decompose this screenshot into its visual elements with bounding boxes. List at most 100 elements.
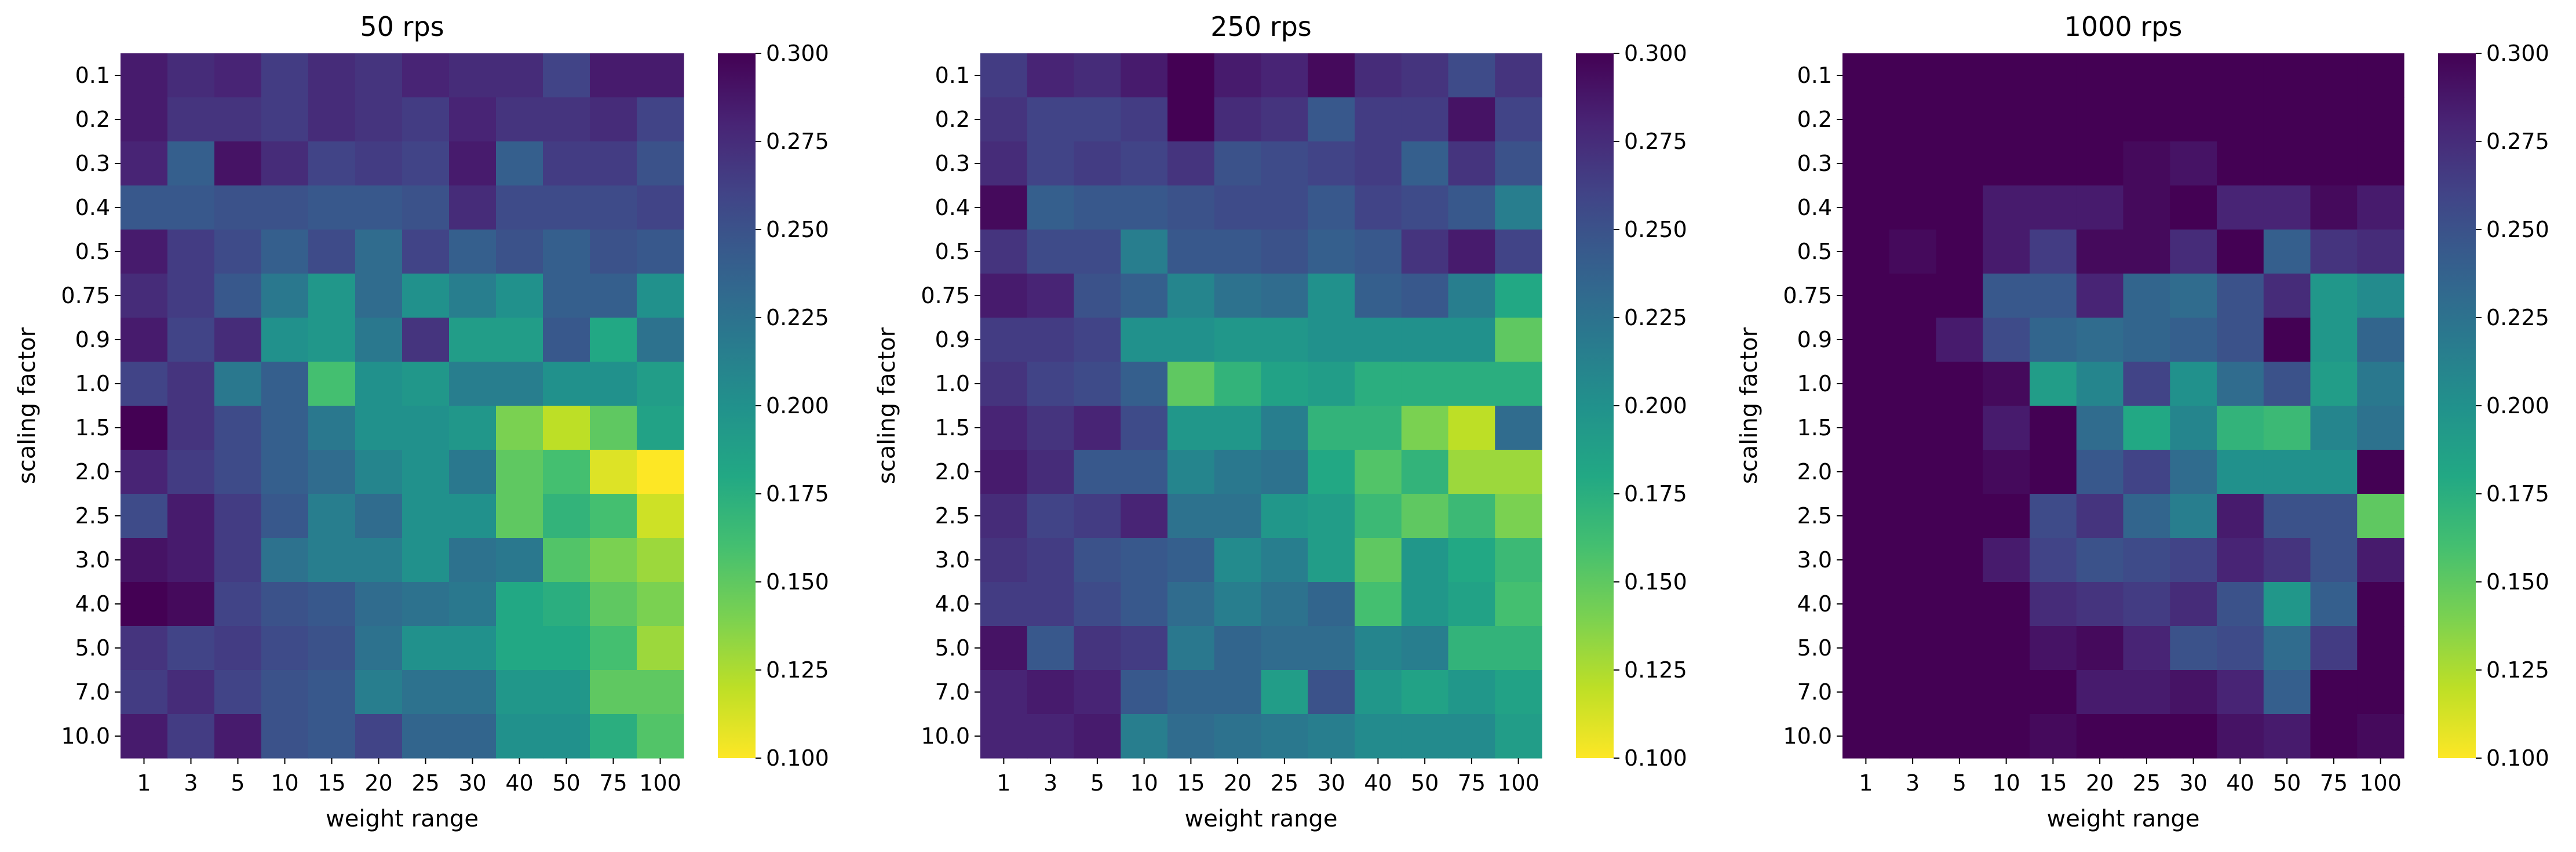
heatmap-cell (1448, 582, 1495, 627)
heatmap-cell (1214, 97, 1262, 142)
heatmap-cell (449, 141, 497, 186)
heatmap-cell (1355, 185, 1402, 230)
heatmap-cell (1167, 626, 1215, 671)
heatmap-cell (2310, 450, 2358, 494)
heatmap-cell (2123, 582, 2170, 627)
heatmap-cell (1261, 406, 1308, 450)
x-tick-label: 30 (458, 770, 486, 796)
heatmap-cell (214, 274, 262, 318)
colorbar-tick-label: 0.275 (1624, 129, 1687, 154)
heatmap-cell (1936, 230, 1983, 274)
heatmap-cell (1401, 450, 1449, 494)
heatmap-cell (1355, 318, 1402, 362)
heatmap-cell (1495, 494, 1542, 538)
y-tick-label: 0.4 (935, 195, 970, 220)
heatmap-cell (2123, 714, 2170, 759)
heatmap-cell (261, 362, 309, 406)
heatmap-cell (1983, 406, 2030, 450)
heatmap-cell (1261, 362, 1308, 406)
heatmap-cell (167, 53, 215, 98)
heatmap-cell (1261, 97, 1308, 142)
y-tick-label: 2.5 (935, 503, 970, 529)
heatmap-cell (2357, 185, 2404, 230)
heatmap-cell (1027, 53, 1075, 98)
heatmap-cell (2357, 53, 2404, 98)
heatmap-cell (1214, 185, 1262, 230)
heatmap-cell (1401, 582, 1449, 627)
heatmap-cell (1074, 538, 1121, 582)
heatmap-cell (167, 141, 215, 186)
heatmap-cell (2310, 626, 2358, 671)
heatmap-cell (2357, 494, 2404, 538)
heatmap-cell (2357, 97, 2404, 142)
heatmap-cell (496, 494, 543, 538)
heatmap-cell (980, 450, 1028, 494)
heatmap-cell (402, 494, 450, 538)
heatmap-cell (2123, 97, 2170, 142)
heatmap-cell (637, 53, 684, 98)
heatmap-cell (1842, 670, 1890, 715)
colorbar-tick-label: 0.175 (1624, 481, 1687, 507)
x-tick-label: 100 (639, 770, 681, 796)
heatmap-cell (543, 538, 590, 582)
x-tick-label: 5 (1953, 770, 1966, 796)
heatmap-cell (214, 450, 262, 494)
heatmap-cell (980, 362, 1028, 406)
colorbar-tick-label: 0.225 (2486, 305, 2549, 330)
heatmap-cell (637, 582, 684, 627)
heatmap-cell (1121, 362, 1168, 406)
heatmap-cell (980, 274, 1028, 318)
heatmap-cell (2076, 450, 2124, 494)
heatmap-cell (543, 406, 590, 450)
heatmap-cell (2357, 626, 2404, 671)
heatmap-cell (261, 670, 309, 715)
heatmap-cell (980, 714, 1028, 759)
heatmap-cell (1936, 582, 1983, 627)
heatmap-cell (1983, 274, 2030, 318)
y-tick-label: 0.2 (1797, 107, 1832, 132)
heatmap-cell (496, 185, 543, 230)
heatmap-cell (449, 362, 497, 406)
heatmap-cell (543, 53, 590, 98)
heatmap-cell (1355, 362, 1402, 406)
heatmap-cell (590, 450, 637, 494)
heatmap-cell (1889, 494, 1937, 538)
heatmap-cell (1308, 97, 1355, 142)
heatmap-cell (1401, 230, 1449, 274)
y-tick-label: 0.1 (75, 63, 110, 88)
heatmap-cell (121, 97, 168, 142)
y-tick-label: 2.5 (75, 503, 110, 529)
heatmap-cell (637, 714, 684, 759)
heatmap-cell (980, 670, 1028, 715)
heatmap-cell (1074, 450, 1121, 494)
heatmap-cell (261, 97, 309, 142)
heatmap-cell (355, 538, 403, 582)
heatmap-cell (496, 274, 543, 318)
heatmap-cell (214, 141, 262, 186)
heatmap-cell (1495, 582, 1542, 627)
heatmap-cell (2076, 626, 2124, 671)
heatmap-cell (2263, 406, 2311, 450)
heatmap-cell (261, 141, 309, 186)
heatmap-cell (1983, 185, 2030, 230)
heatmap-cell (1842, 714, 1890, 759)
y-tick-label: 1.0 (1797, 371, 1832, 396)
heatmap-cell (980, 185, 1028, 230)
heatmap-cell (449, 582, 497, 627)
heatmap-cell (2030, 362, 2077, 406)
heatmap-cell (2076, 230, 2124, 274)
heatmap-cell (2030, 406, 2077, 450)
heatmap-cell (308, 714, 356, 759)
heatmap-cell (637, 274, 684, 318)
heatmap-cell (1495, 626, 1542, 671)
y-tick-label: 3.0 (935, 547, 970, 573)
heatmap-cell (1355, 53, 1402, 98)
heatmap-cell (543, 185, 590, 230)
x-tick-label: 50 (1411, 770, 1439, 796)
heatmap-cell (496, 53, 543, 98)
heatmap-cell (308, 185, 356, 230)
heatmap-cell (2030, 450, 2077, 494)
heatmap-cell (121, 274, 168, 318)
heatmap-cell (1027, 406, 1075, 450)
heatmap-cell (2123, 450, 2170, 494)
